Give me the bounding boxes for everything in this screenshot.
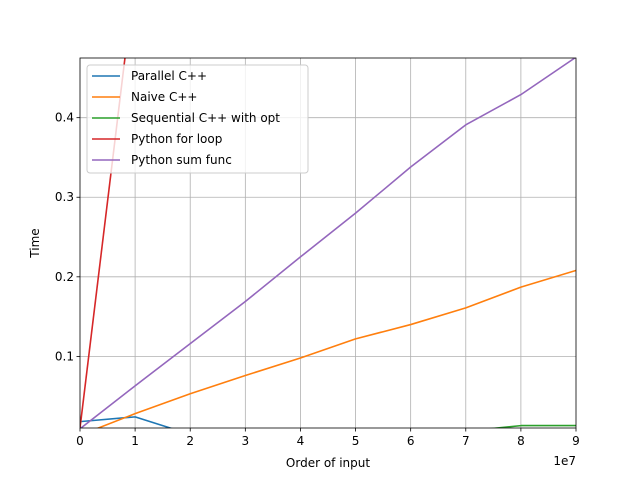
- y-tick-label: 0.3: [55, 190, 74, 204]
- x-tick-label: 3: [242, 434, 250, 448]
- x-tick-label: 9: [572, 434, 580, 448]
- x-tick-label: 6: [407, 434, 415, 448]
- legend-label-3: Sequential C++ with opt: [131, 111, 280, 125]
- grid-lines: [80, 58, 576, 428]
- x-tick-label: 4: [297, 434, 305, 448]
- x-tick-label: 5: [352, 434, 360, 448]
- legend-box: [86, 64, 309, 174]
- y-axis-label: Time: [28, 228, 42, 258]
- x-axis-offset-label: 1e7: [553, 454, 576, 468]
- y-tick-label: 0.4: [55, 111, 74, 125]
- x-tick-label: 1: [131, 434, 139, 448]
- legend: Parallel C++ Naive C++ Sequential C++ with…: [86, 64, 309, 174]
- x-tick-label: 0: [76, 434, 84, 448]
- legend-label-2: Naive C++: [131, 90, 197, 104]
- y-tick-label: 0.1: [55, 349, 74, 363]
- x-axis-ticks: 0 1 2 3 4 5 6 7 8 9: [76, 428, 580, 448]
- series-line-5: [80, 58, 576, 428]
- series-line-2: [96, 269, 576, 428]
- plot-frame: [79, 57, 577, 429]
- x-axis-label: Order of input: [286, 456, 370, 470]
- legend-label-5: Python sum func: [131, 153, 232, 167]
- y-tick-label: 0.2: [55, 270, 74, 284]
- series-line-1: [80, 416, 173, 428]
- legend-label-4: Python for loop: [131, 132, 222, 146]
- x-tick-label: 8: [517, 434, 525, 448]
- series-lines: [80, 58, 576, 428]
- x-tick-label: 7: [462, 434, 470, 448]
- y-axis-ticks: 0.1 0.2 0.3 0.4: [55, 111, 80, 363]
- legend-label-1: Parallel C++: [131, 69, 207, 83]
- series-line-4: [80, 58, 126, 428]
- x-tick-label: 2: [186, 434, 194, 448]
